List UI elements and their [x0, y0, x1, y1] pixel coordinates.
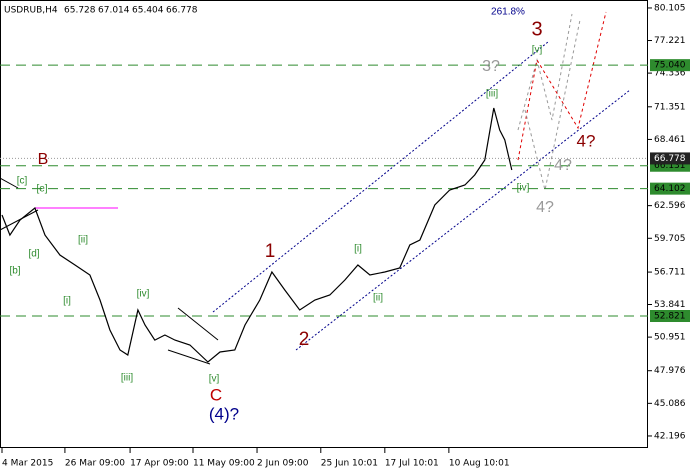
y-tick-label: 59.705	[654, 234, 686, 244]
wave-label: [iii]	[121, 373, 133, 384]
wave-label: [e]	[36, 184, 47, 195]
y-tick-label: 71.351	[654, 102, 686, 112]
x-tick-label: 17 Apr 09:00	[130, 459, 189, 469]
x-tick-label: 10 Aug 10:01	[449, 459, 510, 469]
wave-label: [v]	[209, 374, 220, 385]
y-tick-label: 47.976	[654, 366, 686, 376]
wave-label: C	[210, 385, 222, 404]
y-tick-label: 74.336	[654, 69, 686, 79]
y-tick-label: 68.461	[654, 135, 686, 145]
wave-label: 1	[265, 241, 276, 262]
level-label: 75.040	[654, 61, 686, 71]
wave-label: [i]	[63, 296, 71, 307]
y-tick-label: 53.841	[654, 300, 686, 310]
wave-label: [ii]	[373, 293, 383, 304]
y-tick-label: 62.596	[654, 201, 686, 211]
wave-label: [b]	[9, 266, 20, 277]
projection	[524, 19, 581, 191]
wave-label: [i]	[354, 244, 362, 255]
y-tick-label: 77.221	[654, 36, 686, 46]
level-label: 52.821	[654, 312, 686, 322]
y-tick-label: 50.951	[654, 333, 686, 343]
x-tick-label: 4 Mar 2015	[2, 459, 53, 469]
y-tick-label: 42.196	[654, 431, 686, 441]
ohlc-high: 67.014	[98, 6, 130, 16]
x-tick-label: 11 May 09:00	[193, 459, 255, 469]
y-tick-label: 45.086	[654, 399, 686, 409]
wave-label: [v]	[532, 45, 543, 56]
level-box	[650, 182, 690, 195]
wave-label: 3?	[482, 58, 500, 75]
ohlc-close: 66.778	[166, 6, 198, 16]
projection	[517, 13, 573, 131]
projection	[517, 11, 607, 161]
wave-label: 261.8%	[491, 7, 525, 18]
level-box	[650, 59, 690, 72]
wave-label: [iv]	[137, 289, 150, 300]
channel-line	[212, 41, 549, 313]
symbol: USDRUB,H4	[4, 6, 58, 16]
y-tick-label: 56.711	[654, 268, 686, 278]
wave-label: B	[38, 151, 49, 168]
level-label: 66.131	[654, 161, 686, 171]
ohlc-open: 65.728	[64, 6, 96, 16]
plot-frame	[0, 0, 648, 448]
ohlc-low: 65.404	[132, 6, 164, 16]
level-label: 64.102	[654, 184, 686, 194]
wave-label: [d]	[28, 249, 39, 260]
wave-label: [c]	[17, 176, 28, 187]
channel-line	[295, 89, 631, 351]
wave-label: 4?	[577, 131, 596, 150]
wave-label: [ii]	[78, 235, 88, 246]
x-tick-label: 2 Jun 09:00	[257, 459, 309, 469]
price-box	[650, 152, 690, 165]
price-label: 66.778	[654, 154, 686, 164]
trend-line	[177, 307, 219, 341]
wave-label: 2	[299, 329, 310, 350]
x-tick-label: 17 Jul 10:01	[385, 459, 439, 469]
y-tick-label: 80.105	[654, 3, 686, 13]
wave-label: [iv]	[517, 183, 530, 194]
x-tick-label: 26 Mar 09:00	[65, 459, 125, 469]
wave-label: 4?	[536, 199, 554, 216]
trend-line	[0, 209, 39, 231]
trend-line	[167, 349, 211, 365]
wave-label: (4)?	[209, 404, 239, 423]
wave-label: [iii]	[486, 89, 498, 100]
price-line-series	[1, 107, 513, 363]
x-tick-label: 25 Jun 10:01	[321, 459, 378, 469]
drawing-tools	[0, 11, 631, 365]
wave-label: 3	[531, 18, 542, 40]
level-box	[650, 310, 690, 323]
trend-line	[0, 177, 19, 189]
wave-label: 4?	[554, 157, 572, 174]
